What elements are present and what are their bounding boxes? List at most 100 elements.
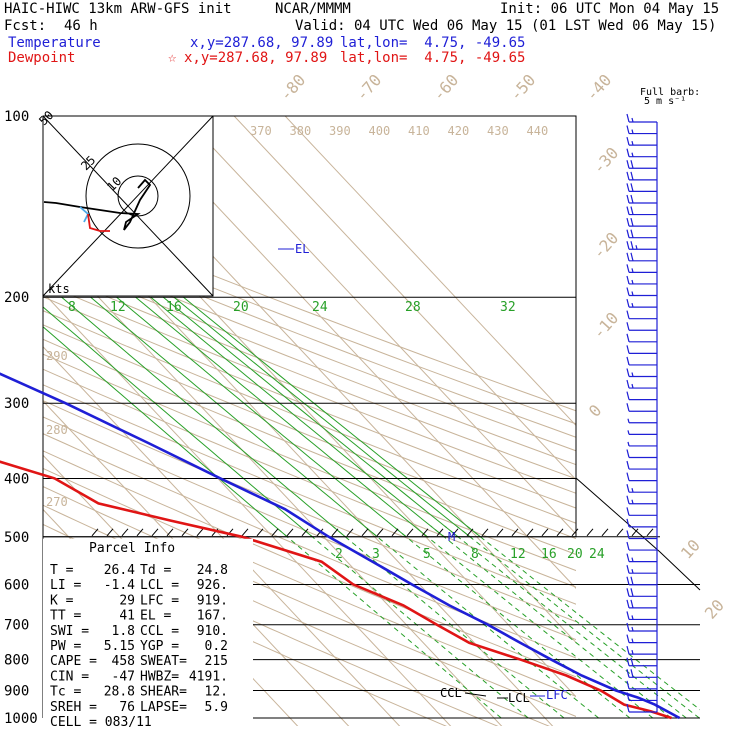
pressure-tick-label: 800 bbox=[4, 653, 29, 669]
barb-flag bbox=[630, 599, 634, 609]
wind-barb bbox=[626, 657, 657, 667]
parcel-key: YGP = bbox=[140, 639, 179, 654]
barb-half-flag bbox=[631, 302, 634, 308]
barb-flag bbox=[626, 588, 630, 597]
parcel-info-table: Parcel Info T = 26.4 Td = 24.8 LI = -1.4 LCL = 9… bbox=[43, 538, 253, 730]
temperature-legend: Temperature bbox=[8, 35, 101, 51]
mixing-ratio-label: 5 bbox=[423, 547, 431, 562]
freezing-level-hatch bbox=[361, 528, 369, 537]
mixing-ratio-line bbox=[43, 306, 313, 538]
barb-flag bbox=[626, 241, 630, 250]
wind-barb bbox=[626, 287, 657, 297]
parcel-key: CCL = bbox=[140, 624, 179, 639]
level-annotations: EL M CCL LCL LFC bbox=[278, 242, 568, 705]
mixing-ratio-label: 20 bbox=[567, 547, 583, 562]
dry-adiabat bbox=[43, 269, 576, 480]
dry-adiabat bbox=[43, 467, 576, 697]
barb-flag bbox=[626, 287, 630, 296]
barb-flag bbox=[626, 356, 630, 366]
freezing-level-hatch bbox=[541, 528, 549, 537]
dry-adiabat bbox=[43, 433, 576, 659]
barb-flag bbox=[626, 275, 630, 285]
model-title: HAIC-HIWC 13km ARW-GFS init bbox=[4, 1, 232, 17]
barb-flag bbox=[626, 379, 630, 389]
barb-flag bbox=[626, 646, 630, 655]
wind-barb bbox=[626, 298, 657, 308]
freezing-level-hatch bbox=[646, 528, 654, 537]
mixing-ratio-line bbox=[43, 326, 288, 538]
mixing-ratio-line bbox=[90, 296, 378, 538]
theta-label: 390 bbox=[329, 124, 351, 138]
mixing-ratio-label: 16 bbox=[166, 300, 182, 315]
barb-flag bbox=[626, 217, 630, 227]
freezing-level-hatch bbox=[451, 528, 459, 537]
freezing-level-hatch bbox=[511, 528, 519, 537]
hodograph-trace bbox=[43, 178, 152, 231]
barb-flag bbox=[626, 669, 630, 678]
dry-adiabat-lines bbox=[43, 206, 576, 726]
wind-barb bbox=[626, 136, 657, 146]
barb-flag bbox=[626, 391, 630, 400]
parcel-value: 5.9 bbox=[205, 700, 228, 715]
wind-barbs: Full barb:5 m s⁻¹ bbox=[626, 87, 700, 713]
barb-flag bbox=[626, 472, 630, 481]
freezing-level-hatch bbox=[166, 528, 174, 537]
wind-barb bbox=[626, 125, 657, 135]
hodograph-trace-surface bbox=[87, 213, 110, 232]
theta-label: 370 bbox=[250, 124, 272, 138]
isotherm-label: 0 bbox=[585, 401, 606, 421]
theta-label: 280 bbox=[46, 423, 68, 437]
wind-barb bbox=[627, 430, 657, 435]
dry-adiabat bbox=[43, 368, 576, 588]
barb-flag bbox=[630, 669, 634, 678]
freezing-level-hatch bbox=[631, 528, 639, 537]
barb-half-flag bbox=[635, 245, 638, 250]
dry-adiabat bbox=[43, 353, 576, 572]
mixing-ratio-dashed bbox=[413, 525, 654, 719]
barb-half-flag bbox=[631, 268, 634, 273]
barb-flag bbox=[626, 403, 630, 412]
freezing-level-hatch bbox=[391, 528, 399, 537]
parcel-value: 4191. bbox=[189, 669, 228, 684]
wind-barb bbox=[626, 622, 657, 632]
theta-label: 400 bbox=[369, 124, 391, 138]
barb-flag bbox=[626, 680, 630, 690]
barb-flag bbox=[626, 136, 630, 146]
isotherm-label: -30 bbox=[589, 143, 622, 177]
wind-barb bbox=[626, 217, 657, 227]
lcl-label: LCL bbox=[508, 691, 530, 705]
parcel-value: 41 bbox=[119, 609, 135, 624]
wind-barb bbox=[626, 530, 657, 540]
mixing-ratio-label: 16 bbox=[541, 547, 557, 562]
barb-flag bbox=[626, 460, 630, 470]
isotherm-label: 20 bbox=[701, 596, 728, 623]
valid-time: Valid: 04 UTC Wed 06 May 15 (01 LST Wed … bbox=[295, 18, 717, 34]
barb-flag bbox=[626, 113, 630, 123]
theta-label: 440 bbox=[527, 124, 549, 138]
dry-adiabat bbox=[43, 206, 576, 412]
barb-legend-unit: 5 m s⁻¹ bbox=[644, 96, 686, 107]
barb-half-flag bbox=[627, 430, 630, 435]
barb-flag bbox=[626, 194, 630, 204]
barb-half-flag bbox=[631, 372, 634, 377]
barb-flag bbox=[626, 622, 630, 632]
wind-barb bbox=[626, 576, 657, 586]
mixing-ratio-label: 12 bbox=[110, 300, 126, 315]
pressure-tick-label: 700 bbox=[4, 618, 29, 634]
parcel-key: CAPE = bbox=[50, 654, 97, 669]
freezing-level-hatch bbox=[346, 528, 354, 537]
freezing-level-hatch bbox=[421, 528, 429, 537]
parcel-key: EL = bbox=[140, 609, 171, 624]
pressure-tick-label: 300 bbox=[4, 396, 29, 412]
parcel-key: LFC = bbox=[140, 593, 179, 608]
barb-flag bbox=[630, 576, 634, 585]
isotherm-label: -60 bbox=[429, 70, 462, 104]
isotherm-label: -40 bbox=[582, 70, 615, 104]
parcel-value: 0.2 bbox=[205, 639, 228, 654]
dewpoint-profile bbox=[0, 460, 672, 720]
barb-flag bbox=[630, 194, 634, 204]
barb-flag bbox=[630, 588, 634, 597]
wind-barb bbox=[626, 194, 657, 204]
isotherm-label: -20 bbox=[589, 228, 622, 262]
